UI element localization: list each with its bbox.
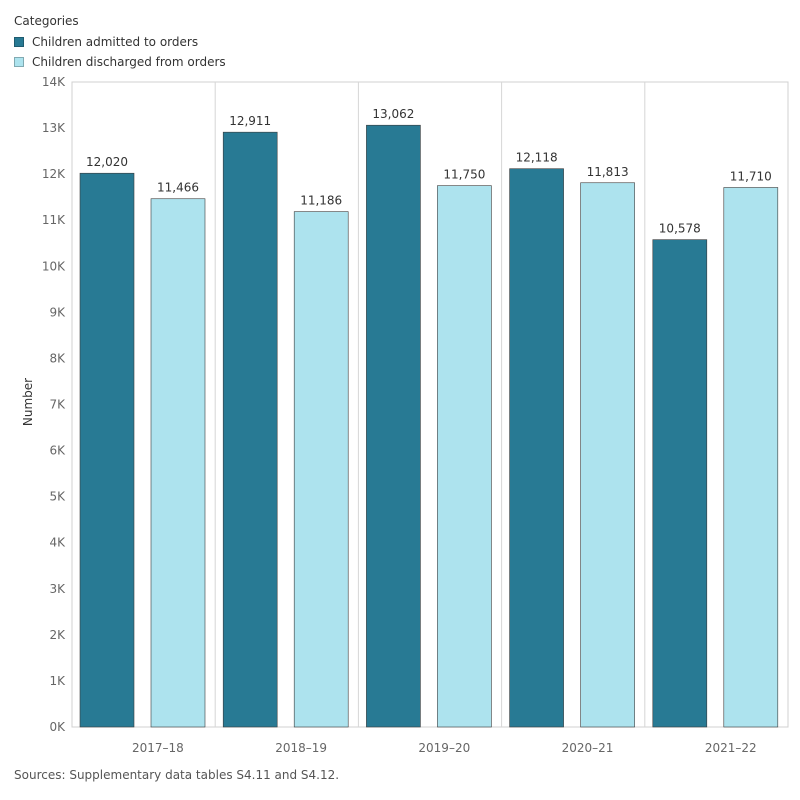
bar-admitted[interactable] <box>366 124 421 728</box>
x-tick-label: 2020–21 <box>562 741 614 755</box>
y-tick-label: 6K <box>49 444 66 458</box>
y-tick-label: 14K <box>42 75 66 89</box>
y-tick-label: 0K <box>49 720 66 734</box>
data-label: 11,710 <box>730 170 772 184</box>
bar-admitted[interactable] <box>509 168 564 728</box>
x-tick-label: 2017–18 <box>132 741 184 755</box>
bar-admitted[interactable] <box>222 131 278 728</box>
data-label: 13,062 <box>372 107 414 121</box>
legend-item-admitted[interactable]: Children admitted to orders <box>14 32 226 52</box>
legend: Categories Children admitted to orders C… <box>14 14 226 72</box>
x-tick-label: 2018–19 <box>275 741 327 755</box>
data-label: 11,186 <box>300 194 342 208</box>
bar-discharged[interactable] <box>150 198 206 728</box>
data-label: 11,813 <box>587 165 629 179</box>
y-tick-label: 10K <box>42 259 66 273</box>
bar-discharged[interactable] <box>723 187 779 728</box>
y-tick-label: 9K <box>49 305 66 319</box>
y-tick-label: 8K <box>49 351 66 365</box>
legend-swatch-discharged <box>14 57 24 67</box>
legend-swatch-admitted <box>14 37 24 47</box>
data-label: 10,578 <box>659 222 701 236</box>
data-label: 12,020 <box>86 155 128 169</box>
bar-discharged[interactable] <box>580 182 635 728</box>
plot-frame <box>71 81 789 728</box>
data-label: 12,911 <box>229 114 271 128</box>
legend-item-discharged[interactable]: Children discharged from orders <box>14 52 226 72</box>
y-tick-label: 5K <box>49 490 66 504</box>
y-tick-label: 3K <box>49 582 66 596</box>
y-axis-title: Number <box>21 378 35 426</box>
bar-admitted[interactable] <box>79 172 135 728</box>
category-panels <box>71 81 789 728</box>
bar-discharged[interactable] <box>293 211 349 728</box>
y-axis: 0K 1K 2K 3K 4K 5K 6K 7K 8K 9K 10K 11K 12K 13K 14K <box>42 75 66 734</box>
y-tick-label: 11K <box>42 213 66 227</box>
source-note: Sources: Supplementary data tables S4.11… <box>14 768 340 782</box>
y-tick-label: 2K <box>49 628 66 642</box>
x-axis: 2017–18 2018–19 2019–20 2020–21 2021–22 <box>132 741 757 755</box>
data-label: 11,466 <box>157 181 199 195</box>
data-label: 11,750 <box>443 168 485 182</box>
y-tick-label: 1K <box>49 674 66 688</box>
data-label: 12,118 <box>516 151 558 165</box>
legend-label-admitted: Children admitted to orders <box>32 35 199 49</box>
legend-title: Categories <box>14 14 79 28</box>
bars: 12,020 11,466 12,911 11,186 13,062 11,750 12,1… <box>79 107 779 728</box>
bar-admitted[interactable] <box>652 239 708 728</box>
y-tick-label: 7K <box>49 398 66 412</box>
bar-discharged[interactable] <box>437 185 492 728</box>
x-tick-label: 2019–20 <box>418 741 470 755</box>
x-tick-label: 2021–22 <box>705 741 757 755</box>
legend-label-discharged: Children discharged from orders <box>32 55 226 69</box>
y-tick-label: 4K <box>49 536 66 550</box>
y-tick-label: 12K <box>42 167 66 181</box>
y-tick-label: 13K <box>42 121 66 135</box>
